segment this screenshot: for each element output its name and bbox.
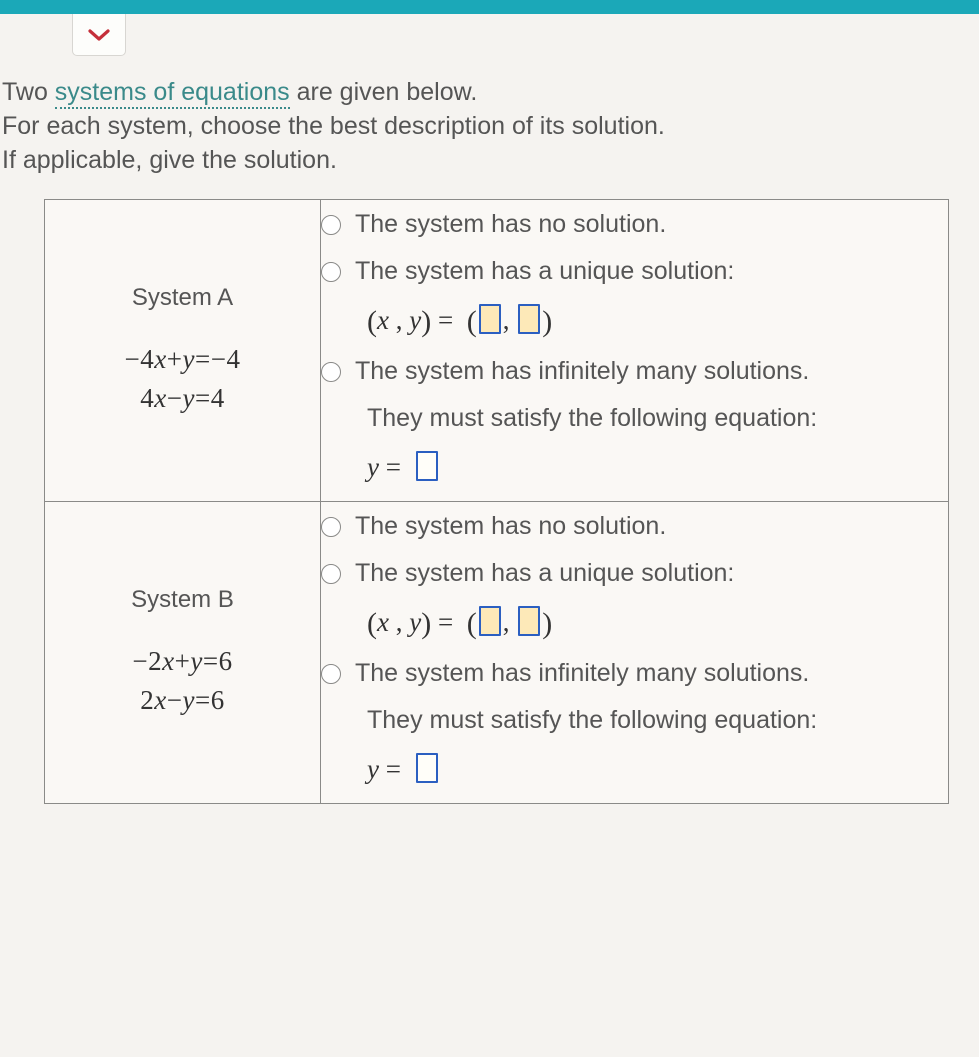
radio-icon	[321, 517, 341, 537]
radio-icon	[321, 262, 341, 282]
intro-text-1b: are given below.	[290, 78, 478, 106]
satisfy-text: They must satisfy the following equation…	[367, 404, 948, 433]
option-label: The system has no solution.	[355, 210, 666, 239]
y-equation-input-b: y =	[367, 753, 948, 785]
option-a-no-solution[interactable]: The system has no solution.	[321, 210, 948, 239]
option-label: The system has infinitely many solutions…	[355, 357, 809, 386]
system-b-title: System B	[45, 586, 320, 614]
y-value-input[interactable]	[518, 606, 540, 636]
system-a-cell: System A −4x+y=−4 4x−y=4	[45, 200, 321, 502]
option-b-no-solution[interactable]: The system has no solution.	[321, 512, 948, 541]
intro-text-1a: Two	[2, 78, 55, 106]
unique-solution-input-b: (x , y) = (, )	[367, 606, 948, 641]
collapse-panel-button[interactable]	[72, 14, 126, 56]
top-accent-bar	[0, 0, 979, 14]
question-content: Two systems of equations are given below…	[0, 14, 979, 834]
radio-icon	[321, 362, 341, 382]
radio-icon	[321, 664, 341, 684]
option-b-unique[interactable]: The system has a unique solution:	[321, 559, 948, 588]
system-b-options: The system has no solution. The system h…	[321, 502, 949, 804]
systems-of-equations-link[interactable]: systems of equations	[55, 78, 290, 109]
radio-icon	[321, 564, 341, 584]
system-a-options: The system has no solution. The system h…	[321, 200, 949, 502]
option-label: The system has no solution.	[355, 512, 666, 541]
system-b-eq2: 2x−y=6	[45, 681, 320, 720]
table-row: System B −2x+y=6 2x−y=6 The system has n…	[45, 502, 949, 804]
option-label: The system has a unique solution:	[355, 257, 734, 286]
unique-solution-input-a: (x , y) = (, )	[367, 304, 948, 339]
system-a-title: System A	[45, 284, 320, 312]
system-b-eq1: −2x+y=6	[45, 642, 320, 681]
y-value-input[interactable]	[518, 304, 540, 334]
system-b-cell: System B −2x+y=6 2x−y=6	[45, 502, 321, 804]
option-a-unique[interactable]: The system has a unique solution:	[321, 257, 948, 286]
y-equation-input-a: y =	[367, 451, 948, 483]
option-a-infinite[interactable]: The system has infinitely many solutions…	[321, 357, 948, 386]
table-row: System A −4x+y=−4 4x−y=4 The system has …	[45, 200, 949, 502]
intro-text-3: If applicable, give the solution.	[2, 146, 337, 174]
y-expression-input[interactable]	[416, 753, 438, 783]
option-label: The system has a unique solution:	[355, 559, 734, 588]
intro-text-2: For each system, choose the best descrip…	[2, 112, 665, 140]
option-label: The system has infinitely many solutions…	[355, 659, 809, 688]
system-a-eq2: 4x−y=4	[45, 379, 320, 418]
chevron-down-icon	[87, 27, 111, 43]
x-value-input[interactable]	[479, 304, 501, 334]
radio-icon	[321, 215, 341, 235]
systems-table: System A −4x+y=−4 4x−y=4 The system has …	[44, 199, 949, 804]
satisfy-text: They must satisfy the following equation…	[367, 706, 948, 735]
x-value-input[interactable]	[479, 606, 501, 636]
question-intro: Two systems of equations are given below…	[0, 76, 979, 177]
option-b-infinite[interactable]: The system has infinitely many solutions…	[321, 659, 948, 688]
y-expression-input[interactable]	[416, 451, 438, 481]
system-a-eq1: −4x+y=−4	[45, 340, 320, 379]
